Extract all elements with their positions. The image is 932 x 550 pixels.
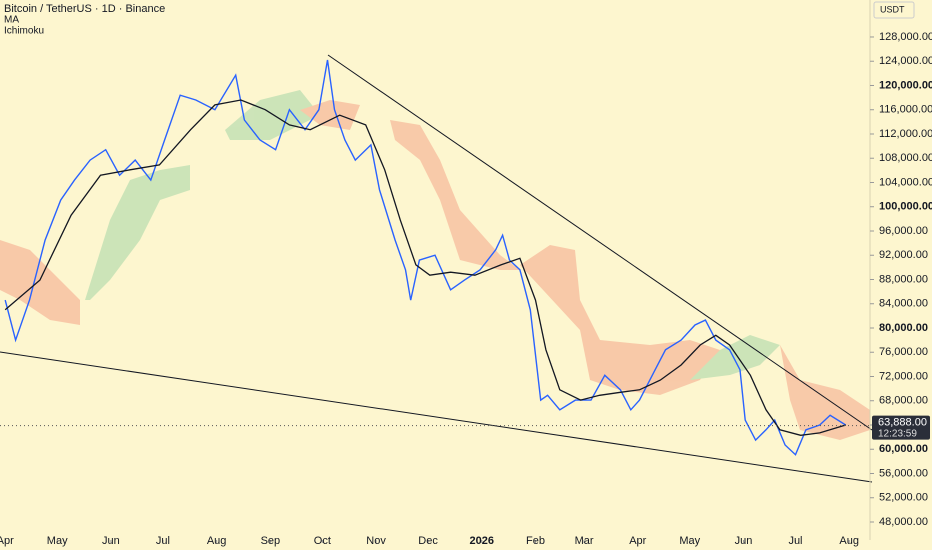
x-tick-label: May: [47, 535, 68, 547]
x-tick-label: May: [679, 535, 700, 547]
y-tick-label: 128,000.00: [879, 31, 932, 43]
y-tick-label: 48,000.00: [879, 516, 928, 528]
cloud-red: [390, 120, 520, 270]
trend-line: [0, 351, 873, 483]
cloud-red: [0, 240, 80, 325]
y-tick-label: 68,000.00: [879, 395, 928, 407]
last-price-label: 63,888.00: [878, 417, 927, 429]
y-tick-label: 124,000.00: [879, 55, 932, 67]
chart-title: Bitcoin / TetherUS · 1D · Binance: [4, 3, 165, 15]
x-tick-label: 2026: [470, 535, 494, 547]
y-tick-label: 112,000.00: [879, 128, 932, 140]
ichimoku-cloud: [0, 90, 870, 440]
y-tick-label: 92,000.00: [879, 249, 928, 261]
plot: [4, 59, 847, 456]
x-tick-label: Dec: [418, 535, 438, 547]
y-tick-label: 120,000.00: [879, 79, 932, 91]
indicator-label: MA: [4, 15, 19, 26]
x-tick-label: Aug: [207, 535, 227, 547]
y-tick-label: 104,000.00: [879, 176, 932, 188]
y-tick-label: 80,000.00: [879, 322, 928, 334]
x-tick-label: Jul: [156, 535, 170, 547]
y-tick-label: 100,000.00: [879, 201, 932, 213]
cloud-green: [690, 335, 780, 380]
trend-line: [327, 54, 873, 431]
x-tick-label: Feb: [526, 535, 545, 547]
last-price-box: [872, 415, 930, 440]
indicator-label: Ichimoku: [4, 26, 44, 37]
y-tick-label: 84,000.00: [879, 298, 928, 310]
y-tick-label: 108,000.00: [879, 152, 932, 164]
y-tick-label: 72,000.00: [879, 370, 928, 382]
x-tick-label: Aug: [839, 535, 859, 547]
series-line: [4, 99, 846, 436]
y-tick-label: 60,000.00: [879, 443, 928, 455]
x-tick-label: Jul: [788, 535, 802, 547]
countdown: 12:23:59: [878, 428, 917, 439]
x-tick-label: Apr: [0, 535, 14, 547]
cloud-red: [520, 245, 720, 395]
x-tick-label: Mar: [575, 535, 594, 547]
y-tick-label: 116,000.00: [879, 104, 932, 116]
y-tick-label: 96,000.00: [879, 225, 928, 237]
x-tick-label: Jun: [102, 535, 120, 547]
series-line: [4, 59, 847, 456]
currency[interactable]: USDT: [880, 4, 905, 14]
cloud-red: [780, 345, 870, 440]
y-tick-label: 76,000.00: [879, 346, 928, 358]
currency-box[interactable]: [873, 1, 915, 19]
x-tick-label: Jun: [735, 535, 753, 547]
x-tick-label: Apr: [629, 535, 646, 547]
y-tick-label: 52,000.00: [879, 492, 928, 504]
y-tick-label: 56,000.00: [879, 467, 928, 479]
x-tick-label: Nov: [366, 535, 386, 547]
cloud-red: [300, 100, 360, 130]
x-tick-label: Oct: [314, 535, 331, 547]
cloud-green: [85, 165, 190, 300]
x-tick-label: Sep: [261, 535, 281, 547]
y-tick-label: 88,000.00: [879, 273, 928, 285]
